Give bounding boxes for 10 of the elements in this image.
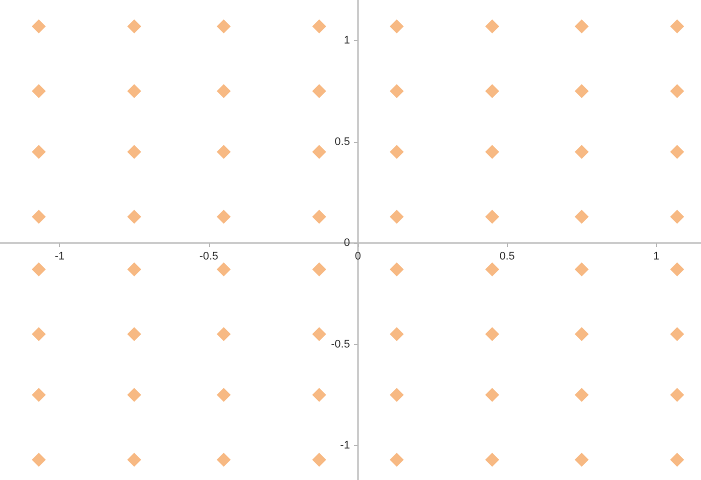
y-tick-label: 0.5 [334, 136, 350, 148]
x-tick-label: 0 [354, 250, 362, 263]
y-tick-label: 0 [344, 237, 350, 250]
x-tick-label: 0.5 [499, 250, 515, 263]
x-tick-label: 1 [653, 250, 660, 263]
y-tick-label: -0.5 [330, 338, 350, 350]
y-tick-label: 1 [344, 34, 350, 47]
x-tick-label: -1 [54, 250, 65, 263]
x-tick-label: -0.5 [199, 250, 218, 263]
y-tick-label: -1 [340, 440, 350, 452]
